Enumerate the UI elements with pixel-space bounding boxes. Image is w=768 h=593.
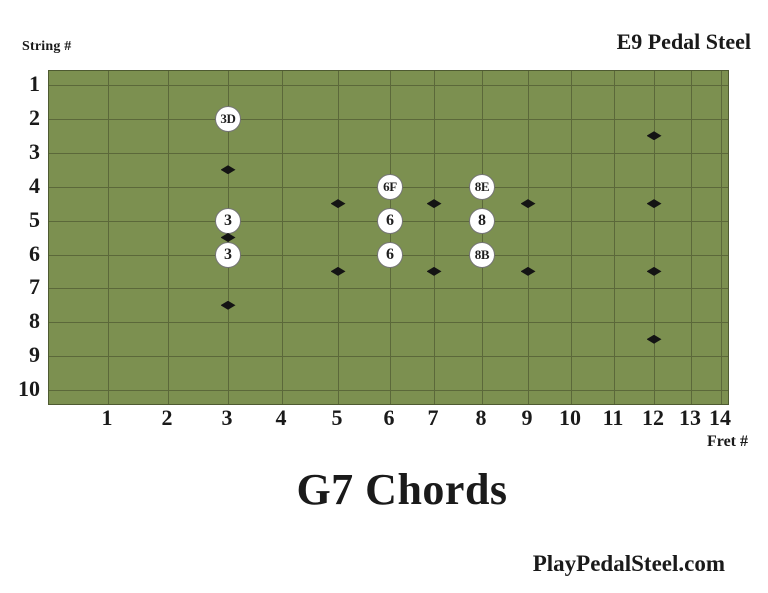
string-line-9 <box>49 356 728 357</box>
fret-line-9 <box>528 71 529 404</box>
fret-number-label: 7 <box>427 405 439 430</box>
fret-number-label: 13 <box>679 405 701 430</box>
string-line-8 <box>49 322 728 323</box>
string-number-label: 8 <box>29 308 40 333</box>
fret-marker-diamond <box>646 131 662 141</box>
fret-number-label: 1 <box>101 405 113 430</box>
string-number-label: 4 <box>29 173 40 198</box>
string-number-label: 7 <box>29 274 40 299</box>
string-number-label: 2 <box>29 105 40 130</box>
fret-line-4 <box>282 71 283 404</box>
fret-line-13 <box>691 71 692 404</box>
instrument-label: E9 Pedal Steel <box>616 29 751 54</box>
fret-line-10 <box>571 71 572 404</box>
string-line-1 <box>49 85 728 86</box>
string-number-label: 10 <box>18 376 40 401</box>
chord-marker-8-string5: 8 <box>469 208 495 234</box>
chart-title: G7 Chords <box>296 465 508 514</box>
chord-marker-6f-string4: 6F <box>377 174 403 200</box>
fret-line-12 <box>654 71 655 404</box>
fret-marker-diamond <box>646 266 662 276</box>
fret-number-label: 9 <box>521 405 533 430</box>
fret-number-label: 12 <box>642 405 664 430</box>
fret-marker-diamond <box>520 266 536 276</box>
fret-marker-diamond <box>220 165 236 175</box>
fret-marker-diamond <box>646 199 662 209</box>
string-number-label: 5 <box>29 207 40 232</box>
fret-line-2 <box>168 71 169 404</box>
chord-marker-3-string6: 3 <box>215 242 241 268</box>
chord-marker-6-string5: 6 <box>377 208 403 234</box>
fret-line-14 <box>721 71 722 404</box>
fret-marker-diamond <box>426 266 442 276</box>
fret-number-label: 3 <box>221 405 233 430</box>
fret-line-7 <box>434 71 435 404</box>
string-line-10 <box>49 390 728 391</box>
fret-marker-diamond <box>220 300 236 310</box>
string-number-label: 6 <box>29 241 40 266</box>
fret-line-1 <box>108 71 109 404</box>
chord-marker-8e-string4: 8E <box>469 174 495 200</box>
string-line-7 <box>49 288 728 289</box>
fret-number-label: 6 <box>383 405 395 430</box>
string-axis-label: String # <box>22 39 72 54</box>
fret-line-11 <box>614 71 615 404</box>
chord-marker-3d-string2: 3D <box>215 106 241 132</box>
fret-number-label: 4 <box>275 405 287 430</box>
fret-number-label: 8 <box>475 405 487 430</box>
string-number-label: 1 <box>29 71 40 96</box>
string-number-label: 3 <box>29 139 40 164</box>
chord-marker-3-string5: 3 <box>215 208 241 234</box>
fret-axis-label: Fret # <box>706 433 748 450</box>
fret-number-label: 5 <box>331 405 343 430</box>
fret-number-label: 2 <box>161 405 173 430</box>
string-line-2 <box>49 119 728 120</box>
fretboard: 3D 3 3 6F 6 6 8E 8 8B <box>48 70 729 405</box>
fret-marker-diamond <box>426 199 442 209</box>
fret-marker-diamond <box>330 266 346 276</box>
string-line-3 <box>49 153 728 154</box>
fret-line-8 <box>482 71 483 404</box>
fret-marker-diamond <box>646 334 662 344</box>
fret-line-5 <box>338 71 339 404</box>
string-number-label: 9 <box>29 342 40 367</box>
fret-number-label: 14 <box>709 405 731 430</box>
fret-number-label: 11 <box>602 405 624 430</box>
chord-marker-8b-string6: 8B <box>469 242 495 268</box>
fret-marker-diamond <box>220 233 236 242</box>
fret-marker-diamond <box>330 199 346 209</box>
website-label: PlayPedalSteel.com <box>532 551 725 576</box>
fret-number-label: 10 <box>559 405 581 430</box>
fret-marker-diamond <box>520 199 536 209</box>
chord-marker-6-string6: 6 <box>377 242 403 268</box>
fret-line-6 <box>390 71 391 404</box>
